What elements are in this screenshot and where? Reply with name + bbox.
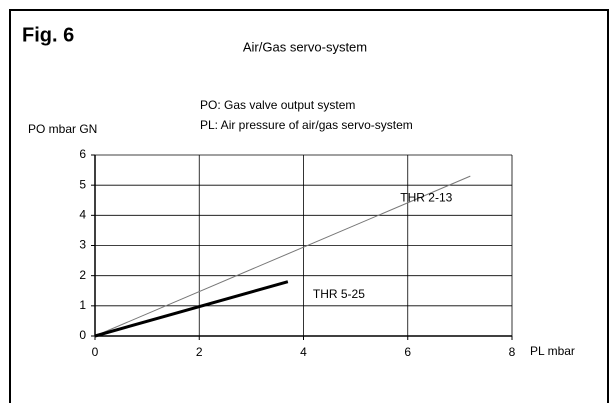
y-tick-label: 4 [79,208,86,222]
line [94,175,471,337]
y-tick-label: 5 [79,177,86,191]
chart-title: Air/Gas servo-system [243,39,367,54]
x-tick-label: 6 [404,345,411,359]
series-label: THR 5-25 [313,287,365,301]
figure-label: Fig. 6 [22,24,74,46]
x-axis-label: PL mbar [530,344,575,358]
annotation: PL: Air pressure of air/gas servo-system [200,118,413,132]
x-tick-label: 8 [509,345,516,359]
x-tick-label: 4 [300,345,307,359]
y-axis-label: PO mbar GN [28,122,97,136]
y-tick-label: 3 [79,238,86,252]
y-tick-label: 2 [79,268,86,282]
series-label: THR 2-13 [400,190,452,204]
annotation: PO: Gas valve output system [200,98,355,112]
y-tick-label: 6 [79,147,86,161]
line [94,280,289,338]
frame [9,9,609,403]
y-tick-label: 1 [79,298,86,312]
x-tick-label: 2 [196,345,203,359]
y-tick-label: 0 [79,328,86,342]
x-tick-label: 0 [92,345,99,359]
